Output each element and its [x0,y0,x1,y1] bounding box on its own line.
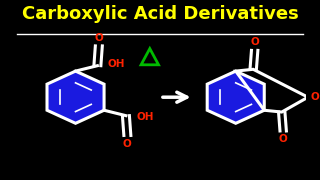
Polygon shape [47,71,104,123]
Text: O: O [250,37,259,47]
Text: OH: OH [136,112,154,122]
Text: O: O [311,92,320,102]
Text: O: O [279,134,288,144]
Text: O: O [123,139,132,148]
Text: Carboxylic Acid Derivatives: Carboxylic Acid Derivatives [22,5,298,23]
Polygon shape [207,71,264,123]
Text: OH: OH [108,59,125,69]
Text: O: O [94,33,103,43]
